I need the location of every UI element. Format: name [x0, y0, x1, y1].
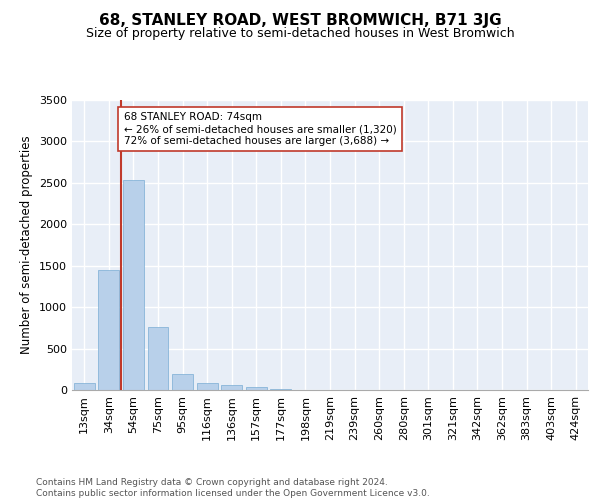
Text: Size of property relative to semi-detached houses in West Bromwich: Size of property relative to semi-detach…: [86, 28, 514, 40]
Bar: [98, 270, 119, 390]
Bar: [123, 180, 144, 390]
Bar: [221, 384, 242, 390]
Bar: [197, 382, 218, 390]
Text: Contains HM Land Registry data © Crown copyright and database right 2024.
Contai: Contains HM Land Registry data © Crown c…: [36, 478, 430, 498]
Bar: [271, 389, 292, 390]
Bar: [172, 374, 193, 390]
Text: 68, STANLEY ROAD, WEST BROMWICH, B71 3JG: 68, STANLEY ROAD, WEST BROMWICH, B71 3JG: [98, 12, 502, 28]
Bar: [246, 387, 267, 390]
Y-axis label: Number of semi-detached properties: Number of semi-detached properties: [20, 136, 34, 354]
Bar: [74, 384, 95, 390]
Text: 68 STANLEY ROAD: 74sqm
← 26% of semi-detached houses are smaller (1,320)
72% of : 68 STANLEY ROAD: 74sqm ← 26% of semi-det…: [124, 112, 397, 146]
Bar: [148, 328, 169, 390]
